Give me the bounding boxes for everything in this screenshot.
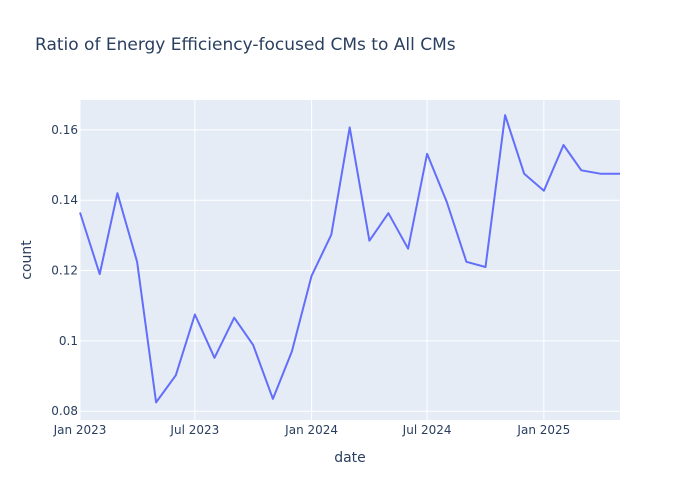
x-tick-label: Jan 2023 (53, 423, 107, 437)
series-layer (79, 114, 620, 404)
x-axis-title: date (334, 450, 366, 466)
y-tick-label: 0.12 (51, 264, 78, 278)
chart-title: Ratio of Energy Efficiency-focused CMs t… (35, 35, 456, 55)
y-axis-title: count (19, 240, 35, 280)
y-tick-label: 0.16 (51, 123, 78, 137)
y-tick-label: 0.1 (59, 334, 78, 348)
y-tick-label: 0.14 (51, 193, 78, 207)
y-axis-ticks: 0.08 0.1 0.12 0.14 0.16 (51, 123, 78, 418)
grid-lines (79, 100, 620, 420)
x-tick-label: Jan 2024 (284, 423, 338, 437)
y-tick-label: 0.08 (51, 404, 78, 418)
x-axis-ticks: Jan 2023 Jul 2023 Jan 2024 Jul 2024 Jan 2025 (53, 423, 571, 437)
x-tick-label: Jul 2024 (402, 423, 452, 437)
plot-area (80, 100, 620, 420)
x-tick-label: Jul 2023 (169, 423, 219, 437)
x-tick-label: Jan 2025 (516, 423, 570, 437)
series-line (79, 114, 620, 404)
